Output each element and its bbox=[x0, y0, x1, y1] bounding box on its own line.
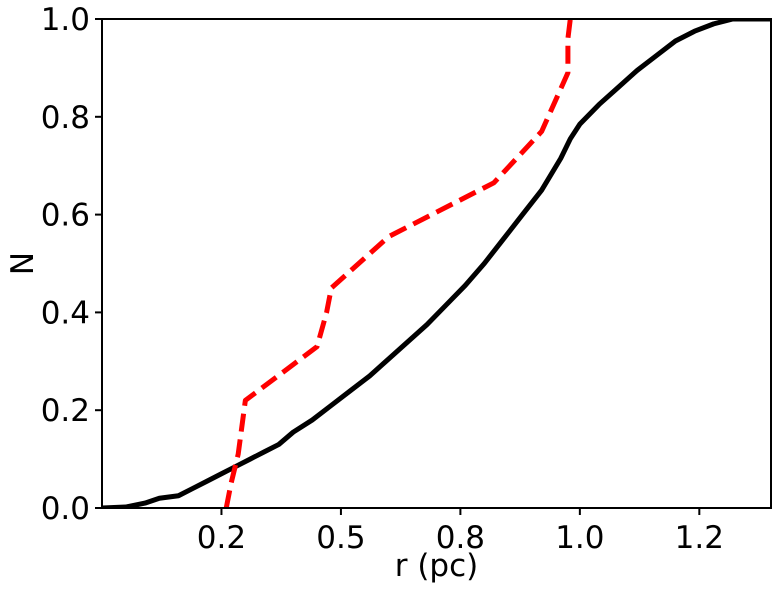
y-tick-label: 0.8 bbox=[41, 100, 90, 136]
y-tick-label: 0.4 bbox=[41, 295, 90, 331]
x-tick-label: 1.0 bbox=[555, 520, 604, 556]
y-tick-label: 0.0 bbox=[41, 491, 90, 527]
y-tick-label: 0.6 bbox=[41, 198, 90, 234]
series-line-1 bbox=[102, 19, 771, 508]
y-tick-label: 0.2 bbox=[41, 393, 90, 429]
y-tick-label: 1.0 bbox=[41, 2, 90, 38]
x-tick-label: 1.2 bbox=[675, 520, 724, 556]
x-tick-label: 0.8 bbox=[436, 520, 485, 556]
x-tick-label: 0.5 bbox=[316, 520, 365, 556]
x-axis-label: r (pc) bbox=[395, 548, 479, 584]
plot-area-frame bbox=[101, 18, 772, 509]
y-axis-label: N bbox=[5, 252, 41, 275]
x-axis-ticks: 0.2 0.5 0.8 1.0 1.2 bbox=[197, 508, 724, 556]
x-tick-label: 0.2 bbox=[197, 520, 246, 556]
y-axis-ticks: 0.0 0.2 0.4 0.6 0.8 1.0 bbox=[41, 2, 102, 527]
series-layer bbox=[102, 19, 771, 508]
series-line-2 bbox=[223, 19, 573, 508]
